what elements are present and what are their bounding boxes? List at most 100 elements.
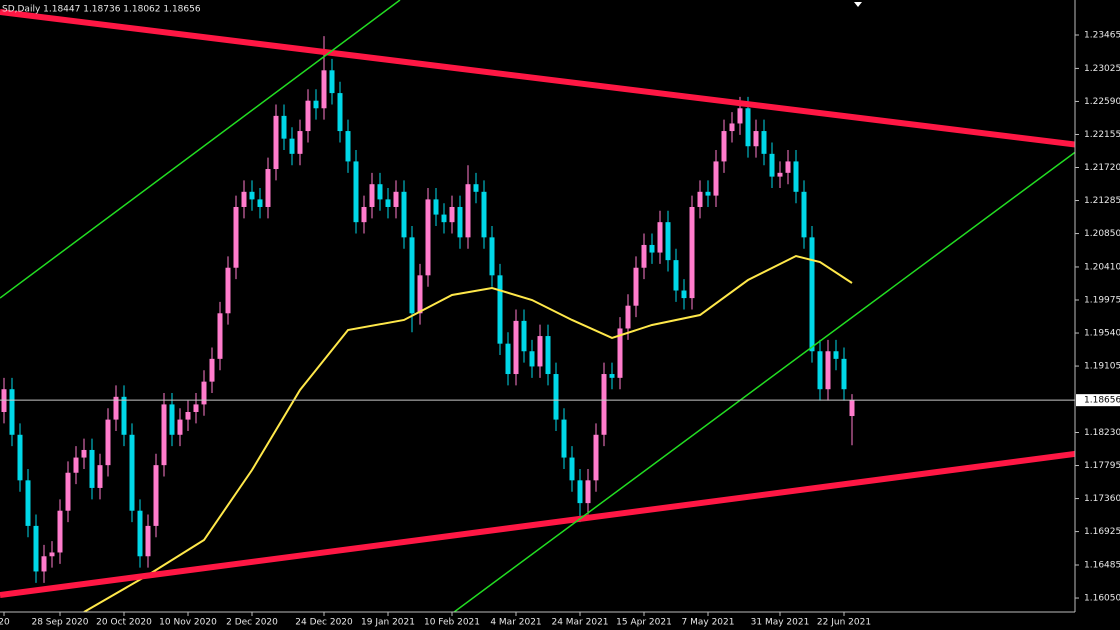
candle-body xyxy=(657,222,663,253)
candle-body xyxy=(281,115,287,139)
candle-body xyxy=(665,222,671,261)
candle-body xyxy=(425,199,431,276)
candle-body xyxy=(729,123,735,132)
candle-body xyxy=(225,267,231,314)
x-tick-label: 24 Mar 2021 xyxy=(551,618,608,628)
candle-body xyxy=(705,191,711,196)
candle-body xyxy=(793,161,799,192)
candle-body xyxy=(25,480,31,526)
candle-body xyxy=(265,169,271,207)
moving-average xyxy=(83,254,853,612)
candle-body xyxy=(809,237,815,352)
candle-body xyxy=(689,206,695,299)
price-label-box xyxy=(1076,394,1120,407)
candle-body xyxy=(817,351,823,390)
candle-body xyxy=(113,396,119,420)
y-tick-label: 1.16485 xyxy=(1084,560,1120,570)
candle-body xyxy=(641,244,647,268)
candle-body xyxy=(89,449,95,488)
chart-title: SD,Daily 1.18447 1.18736 1.18062 1.18656 xyxy=(2,5,201,15)
candle-body xyxy=(33,525,39,572)
trendline xyxy=(0,9,1075,148)
candle-body xyxy=(561,419,567,458)
candle-body xyxy=(369,184,375,207)
candle-body xyxy=(417,275,423,314)
candle-body xyxy=(65,472,71,511)
trendline xyxy=(0,450,1075,598)
candle-body xyxy=(145,525,151,557)
candle-body xyxy=(457,206,463,238)
trendline xyxy=(0,0,401,299)
candle-body xyxy=(497,275,503,344)
candle-body xyxy=(409,237,415,314)
trendline xyxy=(452,151,1075,612)
candle-body xyxy=(849,400,855,417)
x-tick-label: 20 xyxy=(0,618,10,628)
candle-body xyxy=(609,374,615,378)
y-tick-label: 1.19975 xyxy=(1084,296,1120,306)
candle-body xyxy=(745,108,751,147)
candle-body xyxy=(377,184,383,200)
candle-body xyxy=(697,191,703,207)
x-tick-label: 2 Dec 2020 xyxy=(226,618,278,628)
candle-body xyxy=(209,358,215,382)
candle-body xyxy=(81,449,87,458)
candle-body xyxy=(345,131,351,162)
candle-body xyxy=(353,161,359,223)
candle-body xyxy=(513,320,519,375)
candle-body xyxy=(321,70,327,109)
candle-body xyxy=(721,131,727,162)
candle-body xyxy=(737,108,743,124)
y-tick-label: 1.23025 xyxy=(1084,64,1120,74)
candle-body xyxy=(761,131,767,154)
candle-body xyxy=(337,93,343,132)
candle-body xyxy=(841,358,847,390)
y-tick-label: 1.16925 xyxy=(1084,527,1120,537)
candle-body xyxy=(601,374,607,435)
candle-body xyxy=(593,434,599,481)
candle-body xyxy=(17,434,23,481)
x-tick-label: 19 Jan 2021 xyxy=(361,618,415,628)
candle-body xyxy=(161,404,167,466)
y-tick-label: 1.20410 xyxy=(1084,262,1120,272)
candle-body xyxy=(105,419,111,466)
candle-body xyxy=(73,457,79,473)
y-tick-label: 1.19105 xyxy=(1084,362,1120,372)
x-tick-label: 15 Apr 2021 xyxy=(616,618,672,628)
candle-body xyxy=(121,396,127,435)
candle-body xyxy=(505,343,511,375)
candle-body xyxy=(273,115,279,170)
candle-body xyxy=(481,191,487,238)
candle-body xyxy=(9,389,15,435)
candle-body xyxy=(137,510,143,557)
candle-body xyxy=(537,336,543,367)
candle-body xyxy=(777,172,783,177)
candle-body xyxy=(169,404,175,435)
candle-body xyxy=(633,267,639,306)
candle-body xyxy=(617,328,623,378)
y-tick-label: 1.17360 xyxy=(1084,494,1120,504)
candle-body xyxy=(785,161,791,173)
candle-body xyxy=(529,351,535,367)
candle-body xyxy=(433,199,439,215)
y-tick-label: 1.18230 xyxy=(1084,428,1120,438)
candle-body xyxy=(753,131,759,147)
y-tick-label: 1.17795 xyxy=(1084,461,1120,471)
y-tick-label: 1.21285 xyxy=(1084,196,1120,206)
candle-body xyxy=(833,351,839,359)
candle-body xyxy=(153,465,159,526)
candle-body xyxy=(465,184,471,238)
candle-body xyxy=(521,320,527,352)
y-tick-label: 1.22590 xyxy=(1084,97,1120,107)
y-tick-label: 1.22155 xyxy=(1084,130,1120,140)
candle-body xyxy=(241,191,247,207)
x-tick-label: 28 Sep 2020 xyxy=(31,618,88,628)
x-tick-label: 7 May 2021 xyxy=(682,618,735,628)
candle-body xyxy=(401,191,407,238)
candle-body xyxy=(825,351,831,390)
candle-body xyxy=(585,480,591,504)
candle-body xyxy=(129,434,135,511)
candle-body xyxy=(201,381,207,405)
plot-area xyxy=(0,0,1075,612)
